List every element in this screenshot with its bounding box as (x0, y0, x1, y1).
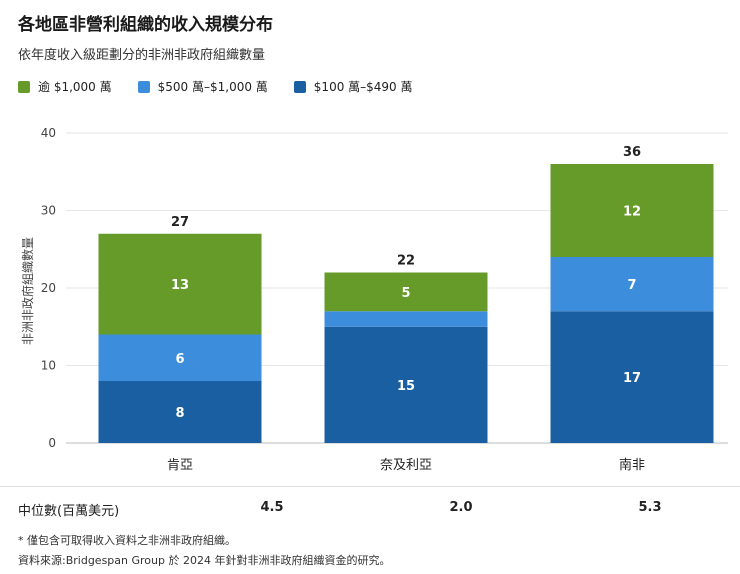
legend-label: 逾 $1,000 萬 (38, 80, 112, 94)
data-label: 8 (175, 406, 184, 421)
bar-segment-south-africa (550, 164, 714, 257)
legend-label: $100 萬–$490 萬 (313, 80, 413, 94)
y-tick-label: 40 (41, 126, 56, 140)
legend-swatch-light-blue (137, 80, 150, 93)
legend-item-1m-4-9m: $100 萬–$490 萬 (293, 78, 413, 95)
bar-segment-kenya (98, 233, 262, 335)
median-value-nigeria: 2.0 (449, 500, 473, 515)
bar-segment-nigeria (324, 311, 488, 327)
data-label: 17 (623, 371, 641, 386)
chart-title: 各地區非營利組織的收入規模分布 (18, 15, 273, 35)
bar-segment-kenya (98, 381, 262, 443)
stacked-bar-chart: 0 10 20 30 40 非洲非政府組織數量 8 6 13 27 肯亞 15 5 22 奈及利亞 17 7 12… (20, 126, 728, 473)
legend-swatch-green (18, 80, 30, 93)
bar-segment-south-africa (550, 311, 714, 443)
data-label: 5 (401, 286, 410, 301)
x-tick-label-nigeria: 奈及利亞 (380, 458, 432, 473)
median-value-kenya: 4.5 (260, 500, 284, 515)
x-tick-label-kenya: 肯亞 (167, 458, 193, 473)
total-label-kenya: 27 (171, 215, 189, 230)
median-label: 中位數(百萬美元) (18, 504, 120, 519)
bar-segment-nigeria (324, 326, 488, 443)
y-tick-label: 10 (41, 359, 56, 373)
chart-subtitle: 依年度收入級距劃分的非洲非政府組織數量 (18, 48, 266, 63)
y-tick-label: 20 (41, 281, 56, 295)
x-tick-label-south-africa: 南非 (619, 457, 645, 473)
legend-item-over-10m: 逾 $1,000 萬 (18, 78, 112, 95)
legend: 逾 $1,000 萬 $500 萬–$1,000 萬 $100 萬–$490 萬 (18, 78, 439, 95)
bar-segment-south-africa (550, 257, 714, 312)
data-label: 6 (175, 352, 184, 367)
y-axis-label: 非洲非政府組織數量 (20, 237, 35, 345)
source-note: 資料來源:Bridgespan Group 於 2024 年針對非洲非政府組織資… (18, 554, 391, 567)
bar-segment-nigeria (324, 272, 488, 312)
legend-label: $500 萬–$1,000 萬 (157, 80, 268, 94)
data-label: 12 (623, 205, 641, 220)
median-row: 中位數(百萬美元) 4.5 2.0 5.3 (0, 486, 740, 527)
data-label: 7 (627, 278, 636, 293)
y-tick-label: 0 (48, 436, 56, 450)
bar-segment-kenya (98, 334, 262, 381)
legend-item-5m-10m: $500 萬–$1,000 萬 (137, 78, 268, 95)
data-label: 15 (397, 379, 415, 394)
y-tick-label: 30 (41, 204, 56, 218)
total-label-south-africa: 36 (623, 145, 641, 160)
legend-swatch-dark-blue (293, 80, 306, 93)
data-label: 13 (171, 278, 189, 293)
footnote: * 僅包含可取得收入資料之非洲非政府組織。 (18, 534, 236, 547)
total-label-nigeria: 22 (397, 254, 415, 269)
median-value-south-africa: 5.3 (638, 500, 662, 515)
